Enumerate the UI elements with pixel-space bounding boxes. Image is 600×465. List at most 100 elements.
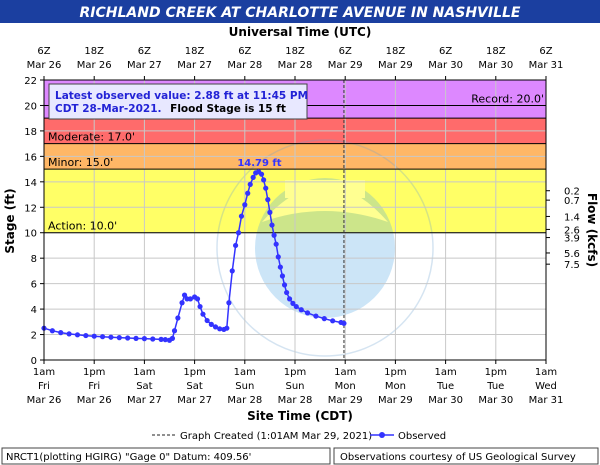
local-tick-day: Mon	[335, 381, 356, 392]
local-tick-date: Mar 30	[428, 395, 463, 406]
utc-tick-hour: 18Z	[185, 46, 205, 57]
latest-value-box: Latest observed value: 2.88 ft at 11:45 …	[48, 83, 308, 120]
observed-point	[208, 321, 214, 327]
observed-point	[247, 181, 253, 187]
observed-point	[181, 292, 188, 298]
local-tick-date: Mar 28	[227, 395, 262, 406]
y-tick-label: 14	[24, 178, 37, 189]
footer-credit: Observations courtesy of US Geological S…	[340, 452, 576, 463]
local-tick-time: 1am	[33, 367, 55, 378]
observed-point	[125, 335, 131, 341]
chart-title: RICHLAND CREEK AT CHARLOTTE AVENUE IN NA…	[80, 5, 521, 21]
observed-point	[91, 333, 97, 339]
threshold-label: Action: 10.0'	[48, 220, 117, 233]
observed-point	[235, 230, 242, 236]
utc-tick-date: Mar 29	[378, 60, 413, 71]
local-tick-day: Mon	[385, 381, 406, 392]
latest-value-date: CDT 28-Mar-2021.	[55, 103, 162, 115]
utc-tick-hour: 6Z	[439, 46, 452, 57]
flow-tick-label: 2.6	[564, 225, 580, 236]
observed-point	[238, 213, 245, 219]
local-tick-day: Tue	[486, 381, 504, 392]
observed-point	[229, 268, 235, 274]
record-label: Record: 20.0'	[471, 92, 544, 105]
observed-point	[321, 316, 327, 322]
local-tick-day: Sun	[285, 381, 304, 392]
local-tick-date: Mar 30	[478, 395, 513, 406]
local-tick-day: Fri	[88, 381, 100, 392]
observed-point	[250, 174, 256, 180]
observed-point	[281, 282, 288, 288]
footer-datum: NRCT1(plotting HGIRG) "Gage 0" Datum: 40…	[6, 452, 251, 463]
observed-point	[284, 289, 290, 296]
y-tick-label: 18	[24, 127, 37, 138]
local-tick-time: 1am	[434, 367, 456, 378]
top-axis-title: Universal Time (UTC)	[229, 25, 372, 39]
local-tick-time: 1pm	[284, 367, 306, 378]
observed-point	[175, 315, 181, 321]
observed-point	[265, 197, 271, 203]
observed-point	[273, 241, 279, 247]
observed-series: 14.79 ft	[41, 158, 347, 343]
flow-tick-label: 3.9	[564, 234, 580, 245]
local-tick-time: 1pm	[83, 367, 105, 378]
observed-point	[49, 328, 55, 334]
observed-point	[277, 264, 283, 270]
observed-point	[217, 326, 223, 332]
local-tick-day: Sat	[136, 381, 152, 392]
utc-tick-date: Mar 29	[328, 60, 363, 71]
y-tick-label: 22	[24, 76, 37, 87]
noaa-logo-band	[285, 180, 365, 198]
utc-tick-date: Mar 26	[77, 60, 112, 71]
y-tick-label: 4	[31, 305, 37, 316]
observed-point	[258, 171, 265, 177]
observed-point	[232, 242, 239, 249]
local-tick-date: Mar 27	[127, 395, 162, 406]
noaa-logo-disc	[255, 178, 395, 318]
observed-point	[245, 190, 251, 196]
observed-point	[279, 273, 286, 279]
utc-tick-date: Mar 27	[127, 60, 162, 71]
observed-point	[226, 300, 232, 306]
observed-point	[269, 222, 275, 228]
legend-observed-marker	[379, 432, 385, 438]
local-tick-time: 1pm	[384, 367, 406, 378]
observed-point	[158, 336, 164, 342]
legend: Graph Created (1:01AM Mar 29, 2021) Obse…	[152, 431, 446, 442]
observed-point	[133, 335, 139, 341]
noaa-watermark	[216, 139, 434, 357]
utc-tick-date: Mar 27	[177, 60, 212, 71]
y-tick-label: 2	[31, 331, 37, 342]
utc-tick-hour: 6Z	[339, 46, 352, 57]
utc-tick-hour: 18Z	[386, 46, 406, 57]
utc-tick-date: Mar 30	[428, 60, 463, 71]
observed-point	[169, 335, 176, 341]
footer-right-box	[333, 447, 599, 465]
legend-observed-label: Observed	[398, 431, 446, 442]
local-tick-time: 1pm	[485, 367, 507, 378]
utc-tick-hour: 6Z	[37, 46, 50, 57]
y-tick-label: 8	[31, 254, 37, 265]
local-tick-date: Mar 29	[378, 395, 413, 406]
observed-point	[267, 209, 273, 215]
flow-tick-label: 1.4	[564, 212, 580, 223]
observed-point	[271, 232, 277, 238]
y-tick-label: 12	[24, 203, 37, 214]
local-tick-date: Mar 29	[328, 395, 363, 406]
utc-tick-date: Mar 30	[478, 60, 513, 71]
observed-point	[162, 337, 168, 343]
observed-point	[261, 177, 267, 183]
local-tick-day: Fri	[38, 381, 50, 392]
utc-tick-hour: 18Z	[84, 46, 104, 57]
y-tick-label: 16	[24, 152, 37, 163]
footer-left-box	[1, 447, 331, 465]
observed-point	[242, 202, 248, 208]
local-tick-time: 1am	[334, 367, 356, 378]
local-tick-day: Wed	[535, 381, 557, 392]
utc-tick-hour: 6Z	[138, 46, 151, 57]
threshold-label: Minor: 15.0'	[48, 156, 113, 169]
observed-point	[212, 324, 219, 330]
y-axis-title-left: Stage (ft)	[3, 188, 17, 253]
title-bar	[0, 0, 600, 23]
